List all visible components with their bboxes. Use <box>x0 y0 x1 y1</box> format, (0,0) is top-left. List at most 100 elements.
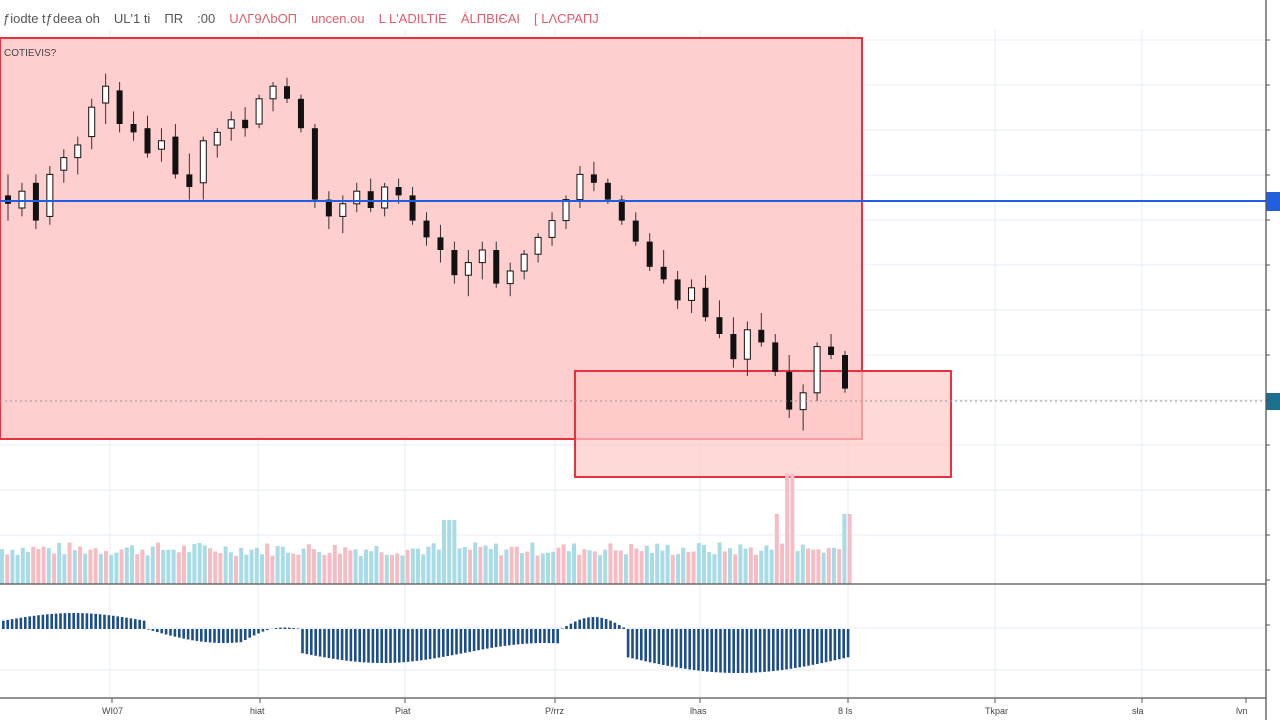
symbol-title[interactable]: ƒiodte tƒdeea oh <box>3 10 100 26</box>
volume-bar <box>306 544 311 584</box>
histogram-bar <box>569 623 573 629</box>
volume-bar <box>187 552 192 584</box>
candle-body <box>534 236 542 255</box>
volume-bar <box>847 514 852 584</box>
volume-bar <box>473 542 478 584</box>
histogram-bar <box>362 629 366 663</box>
histogram-bar <box>72 613 75 629</box>
histogram-bar <box>631 629 634 659</box>
indicator-label-5[interactable]: [ LΛCΡΑΠJ <box>534 10 599 26</box>
histogram-bar <box>481 629 485 650</box>
histogram-bar <box>327 629 331 659</box>
volume-bar <box>712 554 717 584</box>
volume-bar <box>286 552 290 584</box>
volume-bar <box>150 546 155 584</box>
volume-bar <box>78 546 82 584</box>
histogram-bar <box>754 629 757 673</box>
histogram-bar <box>371 629 375 663</box>
volume-bar <box>301 548 306 584</box>
histogram-bar <box>305 629 309 655</box>
histogram-bar <box>279 627 282 629</box>
annotation-zones[interactable] <box>0 37 952 478</box>
candle-body <box>423 220 430 238</box>
volume-bar <box>364 549 368 584</box>
histogram-bar <box>160 629 163 634</box>
volume-bar <box>546 552 550 584</box>
histogram-bar <box>534 629 537 644</box>
indicator-label-1[interactable]: UΛΓ9ΛbOΠ <box>229 10 298 26</box>
volume-bar <box>436 549 441 584</box>
candle-body <box>269 85 277 100</box>
histogram-bar <box>521 629 524 644</box>
volume-bar <box>483 545 488 584</box>
volume-bar <box>119 549 124 584</box>
annotation-zone-2[interactable] <box>574 370 952 478</box>
candle-body <box>88 106 96 138</box>
volume-bar <box>717 542 722 584</box>
histogram-bar <box>191 629 194 641</box>
histogram-bar <box>688 629 691 670</box>
histogram-bar <box>477 629 480 651</box>
histogram-bar <box>794 629 797 669</box>
candle-body <box>325 199 332 217</box>
histogram-bar <box>657 629 661 665</box>
histogram-bars <box>2 613 850 673</box>
header-info-1: UL'1 ti <box>113 10 151 26</box>
histogram-bar <box>450 629 454 656</box>
histogram-bar <box>415 629 419 661</box>
histogram-bar <box>332 629 335 659</box>
histogram-bar <box>208 629 212 643</box>
volume-bar <box>592 551 597 584</box>
volume-bar <box>93 548 98 584</box>
histogram-bar <box>129 618 133 629</box>
histogram-bar <box>112 615 115 629</box>
indicator-label-4[interactable]: ÁLΠBΙЄAI <box>460 10 521 26</box>
histogram-bar <box>516 629 520 645</box>
histogram-bar <box>552 629 555 644</box>
histogram-bar <box>508 629 511 646</box>
volume-bar <box>639 551 644 584</box>
histogram-bar <box>486 629 489 649</box>
volume-bar <box>676 554 680 584</box>
indicator-label-2[interactable]: uncen.ou <box>311 10 365 26</box>
volume-bar <box>67 542 72 584</box>
histogram-bar <box>200 629 203 642</box>
histogram-bar <box>420 629 423 661</box>
histogram-bar <box>798 629 801 668</box>
volume-bar <box>156 542 160 584</box>
volume-bar <box>52 553 56 584</box>
histogram-bar <box>565 626 568 629</box>
volume-bar <box>280 546 285 584</box>
histogram-bar <box>125 617 128 629</box>
candle-body <box>381 186 389 209</box>
horizontal-lines[interactable] <box>0 192 1280 410</box>
histogram-bar <box>182 629 185 639</box>
volume-bar <box>228 552 233 584</box>
candle-body <box>758 329 765 343</box>
volume-bar <box>837 549 842 584</box>
histogram-bar <box>728 629 731 673</box>
histogram-bar <box>811 629 815 665</box>
candle-body <box>409 195 416 221</box>
volume-bar <box>457 548 462 584</box>
volume-bar <box>338 553 342 584</box>
candle-body <box>772 342 779 372</box>
histogram-bar <box>222 629 225 643</box>
volume-bar <box>182 545 186 584</box>
volume-bar <box>587 550 592 584</box>
x-axis-label: 8 Is <box>838 706 853 716</box>
candle-body <box>353 190 361 205</box>
volume-bar <box>504 549 509 584</box>
histogram-bar <box>398 629 401 663</box>
histogram-bar <box>46 614 49 629</box>
volume-bar <box>670 554 675 584</box>
candle-body <box>5 195 11 204</box>
candle-body <box>116 90 123 124</box>
candle-body <box>284 86 290 99</box>
volume-bar <box>130 545 134 584</box>
volume-bar <box>811 549 816 584</box>
indicator-label-3[interactable]: L L'ADILTIE <box>378 10 447 26</box>
candle-body <box>786 371 793 410</box>
histogram-bar <box>596 617 599 629</box>
